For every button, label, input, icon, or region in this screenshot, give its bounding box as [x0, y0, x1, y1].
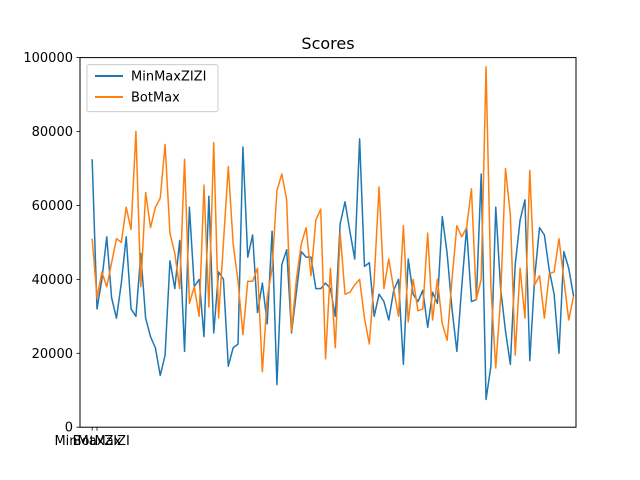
series-layer — [91, 66, 575, 401]
y-tick-label: 20000 — [32, 347, 73, 362]
chart-title: Scores — [301, 34, 354, 53]
series-line-botmax — [91, 66, 575, 373]
plot-frame — [79, 57, 577, 428]
x-tick-label: BotMax — [73, 434, 122, 449]
legend-label-botmax: BotMax — [131, 91, 180, 106]
y-tick-label: 100000 — [23, 51, 73, 66]
y-tick-label: 60000 — [32, 199, 73, 214]
x-tick-label: MinMaxZIZI — [54, 434, 129, 449]
legend: MinMaxZIZI BotMax — [86, 64, 219, 113]
y-axis: 0 20000 40000 60000 80000 100000 — [23, 51, 80, 436]
y-tick-label: 0 — [65, 421, 73, 436]
plot-area — [80, 57, 576, 428]
y-tick-label: 80000 — [32, 125, 73, 140]
y-tick-label: 40000 — [32, 273, 73, 288]
legend-label-minmaxzizi: MinMaxZIZI — [131, 70, 206, 85]
